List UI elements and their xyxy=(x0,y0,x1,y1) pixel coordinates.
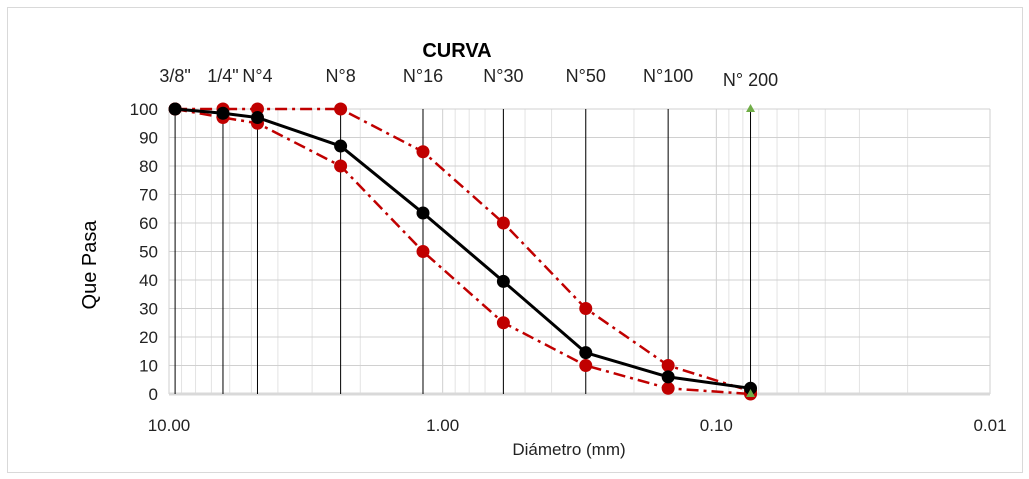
y-tick-label: 20 xyxy=(139,328,158,347)
y-tick-label: 50 xyxy=(139,243,158,262)
green-markers xyxy=(746,104,756,397)
y-tick-label: 90 xyxy=(139,129,158,148)
sieve-lines xyxy=(174,109,752,394)
x-tick-labels: 10.00 1.00 0.10 0.01 xyxy=(148,416,1007,435)
y-tick-label: 10 xyxy=(139,357,158,376)
series-point xyxy=(416,145,430,159)
sieve-label: N°16 xyxy=(403,66,443,86)
series-point xyxy=(168,102,182,116)
series-line xyxy=(175,107,751,393)
y-tick-label: 80 xyxy=(139,157,158,176)
sieve-label: N° 200 xyxy=(723,70,778,90)
series-point xyxy=(334,139,348,153)
y-tick-label: 100 xyxy=(130,100,158,119)
series-point xyxy=(334,102,348,116)
y-tick-label: 40 xyxy=(139,271,158,290)
green-triangle-marker xyxy=(746,389,756,397)
series-point xyxy=(661,359,675,372)
x-tick-label: 0.01 xyxy=(973,416,1006,435)
sieve-label: N°8 xyxy=(326,66,356,86)
series-point xyxy=(661,381,675,395)
y-tick-label: 30 xyxy=(139,300,158,319)
x-axis-title: Diámetro (mm) xyxy=(512,440,625,459)
y-tick-label: 70 xyxy=(139,186,158,205)
series-point xyxy=(416,206,430,220)
sieve-label: N°30 xyxy=(483,66,523,86)
series-point xyxy=(216,106,230,120)
series-point xyxy=(334,159,348,173)
series-point xyxy=(579,302,593,315)
y-tick-label: 0 xyxy=(149,385,158,404)
series-point xyxy=(579,359,593,372)
sieve-label: N°50 xyxy=(566,66,606,86)
major-gridlines xyxy=(168,108,991,396)
series-point xyxy=(496,274,510,288)
sieve-label: 3/8" xyxy=(159,66,190,86)
series-point xyxy=(250,111,264,125)
x-tick-label: 10.00 xyxy=(148,416,191,435)
series-point xyxy=(496,216,510,230)
sieve-label: 1/4" xyxy=(207,66,238,86)
series-point xyxy=(416,245,430,258)
series-line xyxy=(174,107,751,396)
sieve-labels: 3/8" 1/4" N°4 N°8 N°16 N°30 N°50 N°100 N° 200 xyxy=(159,66,778,90)
y-axis-title: Que Pasa xyxy=(79,220,101,310)
y-tick-labels: 0 10 20 30 40 50 60 70 80 90 100 xyxy=(130,100,158,404)
series-line xyxy=(174,107,751,390)
sieve-label: N°4 xyxy=(242,66,272,86)
sieve-label: N°100 xyxy=(643,66,693,86)
x-tick-label: 1.00 xyxy=(426,416,459,435)
series-point xyxy=(744,381,758,395)
series-point xyxy=(661,370,675,384)
series-point xyxy=(496,316,510,330)
y-tick-label: 60 xyxy=(139,214,158,233)
series-point xyxy=(579,346,593,360)
x-tick-label: 0.10 xyxy=(700,416,733,435)
green-triangle-marker xyxy=(746,104,756,112)
chart-title: CURVA xyxy=(422,40,491,62)
